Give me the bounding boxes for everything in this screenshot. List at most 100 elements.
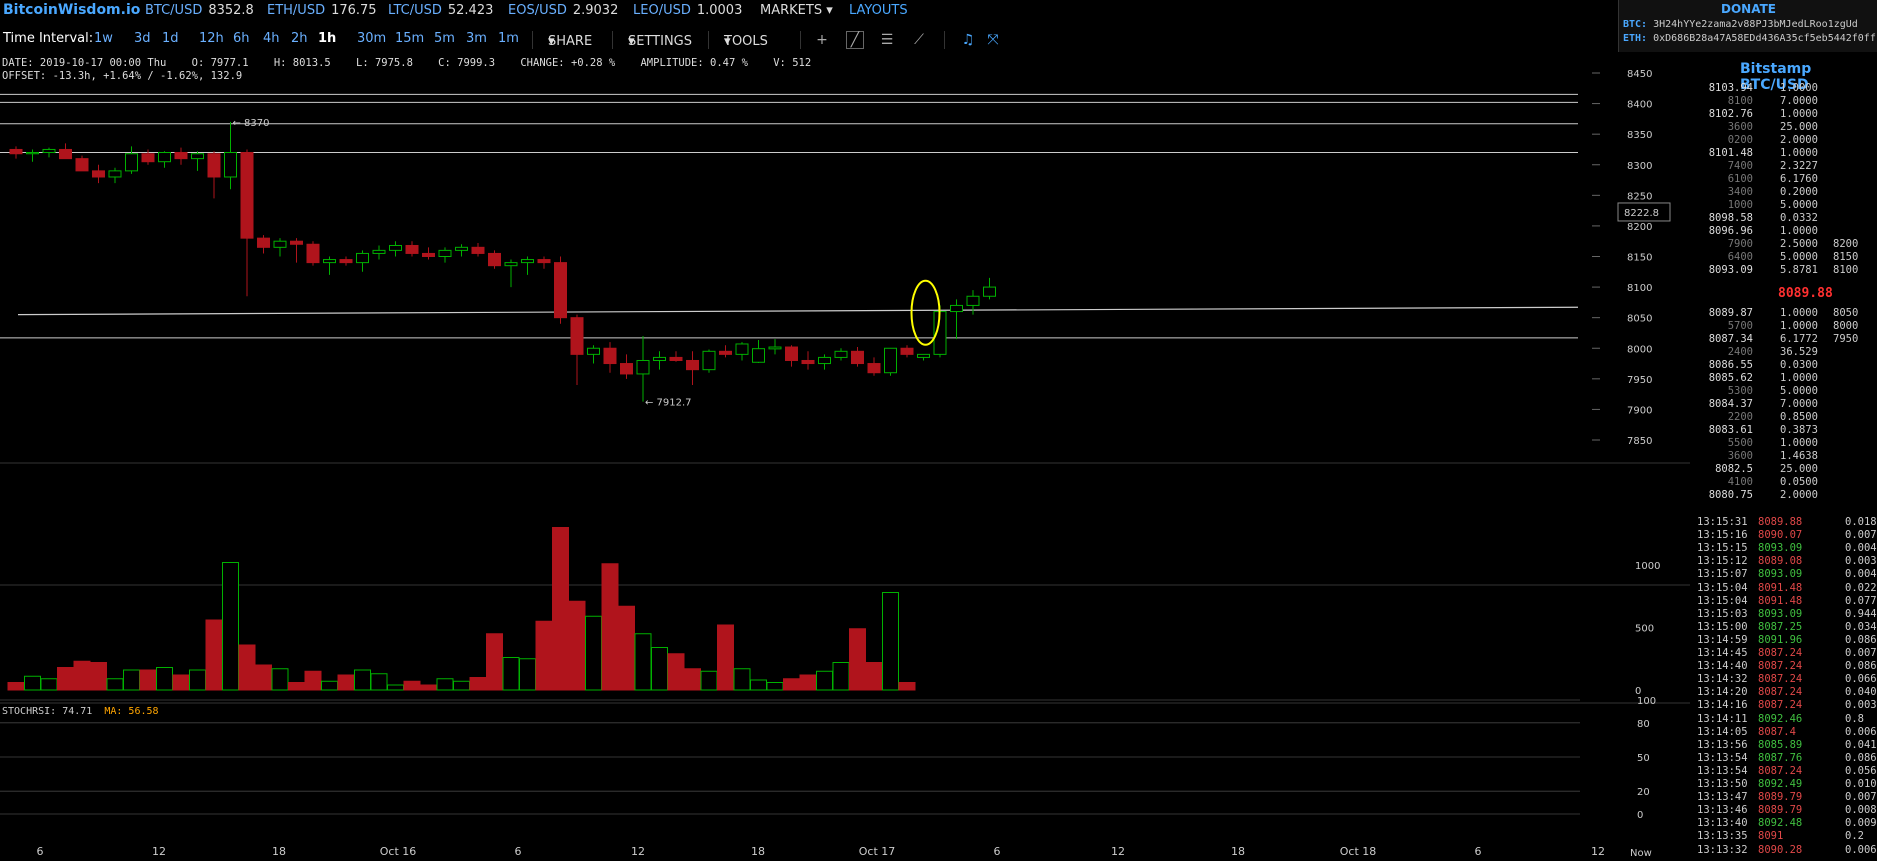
trade-amount: 0.066 <box>1845 673 1877 686</box>
fan-icon[interactable]: ⟋ <box>914 32 924 48</box>
donate-panel: DONATE BTC: 3H24hYYe2zama2v88PJ3bMJedLRoo… <box>1618 0 1877 52</box>
volume-bar <box>57 667 74 691</box>
price-annotation: ← 7912.7 <box>645 398 692 409</box>
volume-bar <box>882 592 899 691</box>
trade-amount: 0.003 <box>1845 699 1877 712</box>
trade-time: 13:15:03 <box>1697 607 1748 620</box>
stochrsi-ma-label: MA: <box>104 706 122 717</box>
caret-down-icon: ▾ <box>826 3 833 18</box>
interval-1m[interactable]: 1m <box>498 31 519 46</box>
candle-body <box>900 347 914 355</box>
current-price-box <box>1617 202 1671 222</box>
ticker-eth[interactable]: ETH/USD 176.75 <box>267 3 377 18</box>
orderbook-amount: 1.0000 <box>1780 82 1818 94</box>
ticker-price: 176.75 <box>331 3 377 18</box>
interval-1h[interactable]: 1h <box>318 31 337 46</box>
trade-amount: 0.034 <box>1845 620 1877 633</box>
interval-3m[interactable]: 3m <box>466 31 487 46</box>
interval-4h[interactable]: 4h <box>263 31 280 46</box>
interval-2h[interactable]: 2h <box>291 31 308 46</box>
orderbook-price: 7400 <box>1727 160 1753 172</box>
volume-bar <box>849 628 866 691</box>
interval-15m[interactable]: 15m <box>395 31 425 46</box>
layouts-link[interactable]: LAYOUTS <box>849 3 908 18</box>
bell-icon[interactable]: ♫ <box>961 32 975 48</box>
volume-bar <box>568 600 586 691</box>
candle-body <box>257 237 270 248</box>
volume-bar <box>73 660 91 691</box>
candle-body <box>455 246 468 251</box>
donate-eth-address[interactable]: 0xD686B28a47A58EDd436A35cf5eb5442f0ff <box>1653 33 1876 44</box>
trade-amount: 0.007 <box>1845 791 1877 804</box>
interval-1d[interactable]: 1d <box>162 31 179 46</box>
volume-bar <box>387 684 404 691</box>
volume-bar <box>486 633 503 691</box>
trade-time: 13:14:59 <box>1697 633 1748 646</box>
interval-12h[interactable]: 12h <box>199 31 224 46</box>
candle-body <box>488 252 501 267</box>
trade-price: 8091.48 <box>1758 581 1803 594</box>
site-logo[interactable]: BitcoinWisdom.io <box>3 2 141 18</box>
volume-bar <box>733 668 751 691</box>
volume-bar <box>799 674 817 691</box>
trade-price: 8085.89 <box>1758 738 1803 751</box>
interval-5m[interactable]: 5m <box>434 31 455 46</box>
candle-body <box>752 348 765 363</box>
candlestick-series <box>9 121 996 402</box>
plus-icon[interactable]: + <box>816 32 828 48</box>
orderbook-amount: 1.0000 <box>1780 307 1818 319</box>
trade-amount: 0.086 <box>1845 751 1877 764</box>
donate-title[interactable]: DONATE <box>1721 2 1776 16</box>
interval-1w[interactable]: 1w <box>94 31 113 46</box>
trade-amount: 0.2 <box>1845 830 1864 843</box>
orderbook-price: 8096.96 <box>1708 225 1753 237</box>
orderbook-price: 4100 <box>1727 476 1753 488</box>
interval-6h[interactable]: 6h <box>233 31 250 46</box>
ticker-leo[interactable]: LEO/USD 1.0003 <box>633 3 742 18</box>
price-tick-label: 8150 <box>1627 253 1652 264</box>
ticker-btc[interactable]: BTC/USD 8352.8 <box>145 3 254 18</box>
donate-btc-address[interactable]: 3H24hYYe2zama2v88PJ3bMJedLRoo1zgUd <box>1653 19 1858 30</box>
trade-amount: 0.006 <box>1845 725 1877 738</box>
volume-tick-label: 500 <box>1635 624 1654 635</box>
trade-time: 13:14:45 <box>1697 647 1748 659</box>
orderbook-price: 2400 <box>1727 346 1753 358</box>
trade-price: 8091 <box>1758 830 1784 843</box>
candle-body <box>141 153 155 163</box>
ticker-eos[interactable]: EOS/USD 2.9032 <box>508 3 618 18</box>
rsi-tick-label: 80 <box>1637 719 1650 730</box>
current-price-label: 8222.8 <box>1624 208 1659 219</box>
trade-amount: 0.022 <box>1845 581 1877 594</box>
price-chart[interactable]: ← 8370 ← 7912.7 8450 8400 8350 8300 8250 8200 8… <box>0 52 1690 861</box>
drawn-lines[interactable] <box>0 93 1579 339</box>
interval-3d[interactable]: 3d <box>134 31 151 46</box>
candle-body <box>554 262 567 319</box>
volume-bar <box>667 653 685 691</box>
depth-price-label: 8200 <box>1833 238 1859 250</box>
hlines-icon[interactable]: ☰ <box>880 32 894 48</box>
time-tick-label: 6 <box>515 845 522 858</box>
volume-bar <box>189 669 206 691</box>
offset-info-line: OFFSET: -13.3h, +1.64% / -1.62%, 132.9 <box>2 70 243 82</box>
trade-time: 13:15:04 <box>1697 594 1748 607</box>
trade-price: 8092.49 <box>1758 778 1803 790</box>
ticker-price: 1.0003 <box>696 3 743 18</box>
volume-bar <box>750 679 767 691</box>
trade-amount: 0.006 <box>1845 843 1877 856</box>
candle-body <box>26 152 39 155</box>
candle-body <box>702 350 716 371</box>
trade-amount: 0.8 <box>1845 712 1864 725</box>
ticker-ltc[interactable]: LTC/USD 52.423 <box>388 3 493 18</box>
candle-body <box>686 359 699 371</box>
line-tool-icon[interactable]: ╱ <box>846 31 864 49</box>
candle-body <box>504 262 518 267</box>
time-tick-label: 6 <box>1475 845 1482 858</box>
orderbook-price: 8083.61 <box>1708 424 1753 436</box>
markets-menu[interactable]: MARKETS ▾ <box>760 3 833 18</box>
interval-30m[interactable]: 30m <box>357 31 387 46</box>
candle-body <box>950 304 963 313</box>
trade-price: 8093.09 <box>1758 568 1803 581</box>
expand-icon[interactable]: ⤧ <box>987 32 999 48</box>
trade-amount: 0.056 <box>1845 764 1877 777</box>
time-tick-label: 12 <box>152 845 166 858</box>
